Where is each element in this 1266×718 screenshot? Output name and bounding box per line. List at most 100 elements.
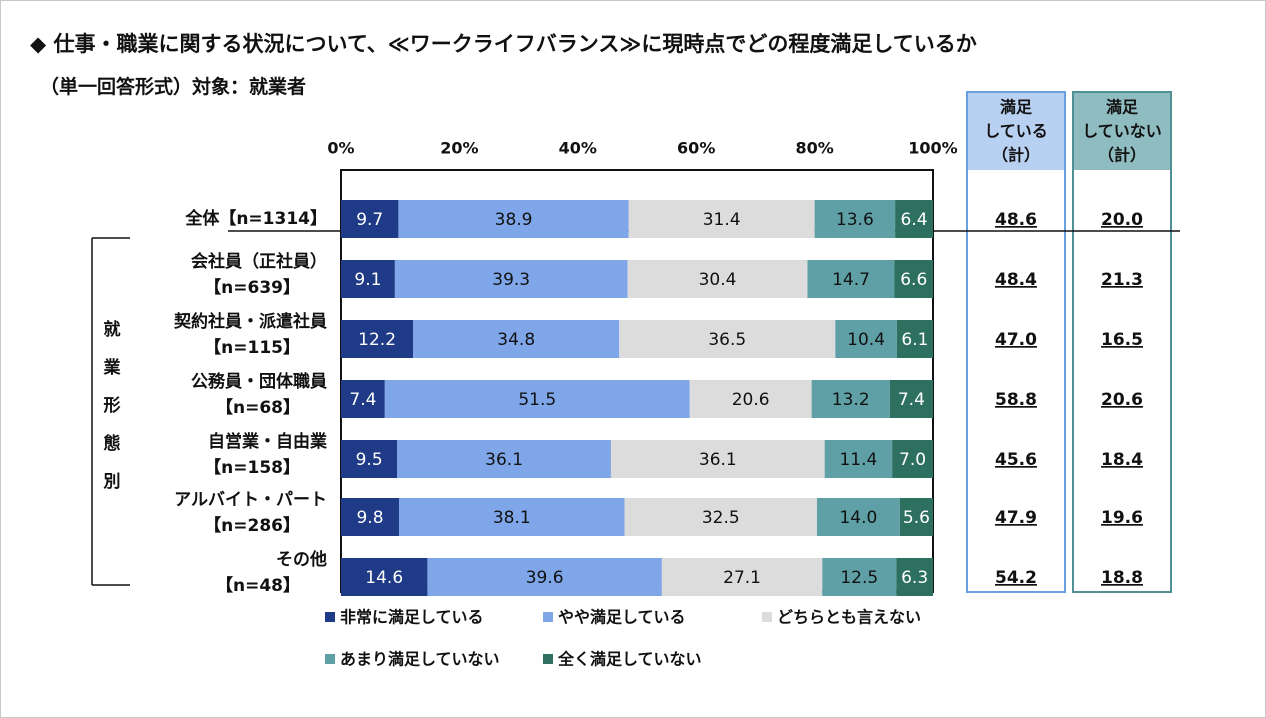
x-tick-label: 80% [795, 139, 833, 158]
chart-subtitle: （単一回答形式）対象：就業者 [40, 76, 307, 98]
summary-value: 58.8 [995, 390, 1037, 410]
bar-value-label: 7.0 [899, 450, 926, 470]
summary-value: 18.4 [1101, 450, 1143, 470]
bar-segment [397, 440, 611, 478]
bar-segment [822, 558, 897, 596]
bar-segment [807, 260, 895, 298]
bar-value-label: 51.5 [518, 390, 556, 410]
bar-segment [824, 440, 893, 478]
bar-segment [627, 260, 808, 298]
bar-value-label: 14.7 [832, 270, 870, 290]
row-label: 自営業・自由業 [208, 431, 327, 452]
bar-value-label: 10.4 [847, 330, 885, 350]
bar-segment [624, 498, 817, 536]
bar-value-label: 9.1 [354, 270, 381, 290]
bar-value-label: 6.4 [901, 210, 928, 230]
chart-title: ◆ 仕事・職業に関する状況について、≪ワークライフバランス≫に現時点でどの程度満… [30, 32, 977, 56]
summary-value: 20.6 [1101, 390, 1143, 410]
bar-value-label: 6.1 [901, 330, 928, 350]
bar-segment [896, 320, 933, 358]
bar-segment [814, 200, 896, 238]
bar-segment [628, 200, 815, 238]
bar-segment [610, 440, 825, 478]
bar-value-label: 6.6 [900, 270, 927, 290]
bar-value-label: 20.6 [732, 390, 770, 410]
bar-segment [895, 200, 933, 238]
legend-label: 非常に満足している [340, 608, 484, 627]
bar-value-label: 36.1 [699, 450, 737, 470]
bar-segment [896, 558, 933, 596]
bar-segment [899, 498, 933, 536]
bar-segment [341, 320, 414, 358]
bar-value-label: 13.2 [832, 390, 870, 410]
summary-value: 18.8 [1101, 568, 1143, 588]
summary-column-border [1072, 91, 1172, 593]
bar-value-label: 39.3 [492, 270, 530, 290]
row-label: アルバイト・パート [174, 490, 327, 510]
group-label-char: 業 [104, 357, 121, 378]
bar-value-label: 38.9 [495, 210, 533, 230]
summary-value: 54.2 [995, 568, 1037, 588]
summary-value: 21.3 [1101, 270, 1143, 290]
legend-swatch [543, 612, 553, 622]
bar-value-label: 11.4 [839, 450, 877, 470]
bar-segment [341, 380, 385, 418]
row-sample-size: 【n=158】 [204, 457, 300, 478]
summary-header-bg [1073, 92, 1171, 170]
bar-segment [399, 498, 625, 536]
x-tick-label: 60% [677, 139, 715, 158]
row-sample-size: 【n=115】 [204, 337, 300, 358]
bar-value-label: 5.6 [903, 508, 930, 528]
legend-swatch [543, 654, 553, 664]
summary-header-line: （計） [992, 146, 1040, 165]
bar-value-label: 6.3 [901, 568, 928, 588]
summary-header-line: していない [1082, 122, 1162, 141]
row-sample-size: 【n=68】 [216, 397, 300, 418]
bar-segment [394, 260, 628, 298]
summary-value: 19.6 [1101, 508, 1143, 528]
bar-segment [341, 558, 428, 596]
row-label: 契約社員・派遣社員 [173, 311, 327, 332]
bar-value-label: 36.5 [708, 330, 746, 350]
bar-value-label: 9.8 [356, 508, 383, 528]
bar-value-label: 9.5 [356, 450, 383, 470]
group-label-char: 別 [103, 472, 121, 492]
x-tick-label: 100% [908, 139, 957, 158]
bar-value-label: 13.6 [836, 210, 874, 230]
x-tick-label: 20% [440, 139, 478, 158]
bar-segment [384, 380, 690, 418]
bar-value-label: 14.6 [365, 568, 403, 588]
bar-segment [341, 498, 400, 536]
bar-segment [398, 200, 629, 238]
summary-header-line: 満足 [1000, 98, 1033, 117]
bar-value-label: 36.1 [485, 450, 523, 470]
bar-segment [892, 440, 933, 478]
bar-value-label: 7.4 [898, 390, 925, 410]
bar-segment [413, 320, 620, 358]
bar-segment [689, 380, 812, 418]
row-label: 全体【n=1314】 [184, 208, 327, 229]
x-tick-label: 40% [559, 139, 597, 158]
bar-value-label: 38.1 [493, 508, 531, 528]
row-sample-size: 【n=286】 [204, 515, 300, 536]
summary-column-border [966, 91, 1066, 593]
row-label: その他 [276, 549, 327, 570]
row-sample-size: 【n=639】 [204, 277, 300, 298]
group-label-char: 就 [104, 319, 121, 340]
bar-segment [889, 380, 933, 418]
bar-segment [341, 200, 399, 238]
bar-segment [811, 380, 890, 418]
summary-value: 47.0 [995, 330, 1037, 350]
group-label-char: 態 [104, 433, 121, 454]
legend-swatch [325, 654, 335, 664]
bar-value-label: 34.8 [497, 330, 535, 350]
bar-value-label: 14.0 [839, 508, 877, 528]
group-label-char: 形 [104, 395, 121, 416]
row-sample-size: 【n=48】 [216, 575, 300, 596]
legend-label: どちらとも言えない [777, 608, 921, 627]
bar-value-label: 32.5 [702, 508, 740, 528]
bar-segment [816, 498, 900, 536]
summary-header-line: している [984, 122, 1048, 141]
legend-swatch [762, 612, 772, 622]
